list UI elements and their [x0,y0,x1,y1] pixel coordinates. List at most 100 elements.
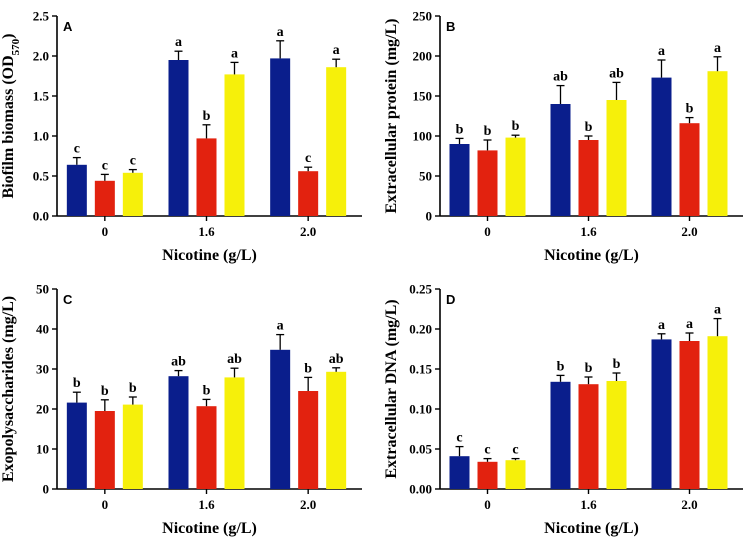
x-tick-label: 0 [102,497,109,512]
x-tick-label: 0 [484,497,491,512]
significance-label: a [714,303,721,318]
bar [196,406,217,489]
y-tick-label: 50 [36,282,49,297]
significance-label: b [613,357,621,372]
y-tick-label: 0.10 [409,402,432,417]
bar [477,150,498,216]
panel-letter: D [446,292,455,307]
x-axis-title: Nicotine (g/L) [162,520,257,537]
significance-label: ab [227,352,242,367]
bar [66,164,87,216]
bar [270,58,291,217]
x-tick-label: 2.0 [300,497,316,512]
y-tick-label: 200 [413,49,433,64]
y-axis-title-subscript: 570 [10,38,22,55]
significance-label: a [658,44,665,59]
significance-label: c [456,431,462,446]
y-tick-label: 150 [413,89,433,104]
y-axis-title: Biofilm biomass (OD570) [0,34,22,199]
bar [270,349,291,489]
panel-letter: C [63,292,73,307]
significance-label: b [101,384,109,399]
x-tick-label: 1.6 [198,497,215,512]
significance-label: c [484,443,490,458]
bar [505,137,526,216]
bar [707,336,728,489]
bar [196,138,217,216]
bar [122,172,143,216]
x-tick-label: 0 [102,224,109,239]
significance-label: b [585,361,593,376]
y-tick-label: 2.0 [33,49,49,64]
bar [606,100,627,216]
significance-label: ab [171,355,186,370]
y-tick-label: 0.05 [409,442,432,457]
bar [326,67,347,216]
significance-label: b [203,383,211,398]
x-tick-label: 2.0 [681,224,697,239]
bar [550,381,571,489]
x-tick-label: 1.6 [198,224,215,239]
significance-label: ab [329,352,344,367]
y-tick-label: 250 [413,9,433,24]
bar [94,411,115,489]
y-tick-label: 0.5 [33,169,50,184]
panel-A: 0.0 0.5 1.0 1.5 2.0 2.5 A 0 c c c 1.6 a b a 2.0 a c a Nicot… [0,9,362,264]
y-tick-label: 50 [419,169,432,184]
panel-letter: A [63,19,73,34]
bar [606,381,627,489]
y-tick-label: 100 [413,129,433,144]
y-tick-label: 0.20 [409,322,432,337]
bar [651,77,672,216]
x-tick-label: 1.6 [580,497,597,512]
y-tick-label: 10 [36,442,49,457]
significance-label: ab [609,66,624,81]
y-tick-label: 0 [43,482,50,497]
x-tick-label: 1.6 [580,224,597,239]
y-tick-label: 30 [36,362,49,377]
y-axis-title: Extracellular protein (mg/L) [383,19,400,214]
y-tick-label: 1.5 [33,89,50,104]
bar [578,140,599,216]
significance-label: b [456,122,464,137]
bar [578,384,599,489]
y-tick-label: 0.00 [409,482,432,497]
significance-label: b [512,119,520,134]
significance-label: b [73,376,81,391]
y-axis-title: Extracellular DNA (mg/L) [383,299,400,478]
significance-label: c [102,158,108,173]
bar [298,171,319,216]
bar [449,144,470,216]
x-tick-label: 0 [484,224,491,239]
significance-label: a [175,35,182,50]
significance-label: a [658,318,665,333]
significance-label: c [130,154,136,169]
significance-label: ab [553,70,568,85]
significance-label: a [277,25,284,40]
bar [168,376,189,489]
significance-label: b [484,124,492,139]
y-axis-title: Exopolysaccharides (mg/L) [0,296,17,482]
significance-label: a [714,41,721,56]
bar [477,461,498,489]
y-axis-title-suffix: ) [0,34,17,39]
bar [449,456,470,489]
x-tick-label: 2.0 [681,497,697,512]
significance-label: a [686,317,693,332]
y-tick-label: 0.15 [409,362,432,377]
panel-D: 0.00 0.05 0.10 0.15 0.20 0.25 D 0 c c c 1.6 b b b 2.0 a a… [383,282,743,537]
bar [122,404,143,489]
y-tick-label: 0.25 [409,282,432,297]
bar [94,180,115,216]
significance-label: b [304,361,312,376]
x-axis-title: Nicotine (g/L) [544,520,639,537]
bar [679,123,700,216]
significance-label: a [277,319,284,334]
significance-label: b [129,381,137,396]
bar [224,74,245,217]
significance-label: c [305,151,311,166]
y-tick-label: 1.0 [33,129,49,144]
bar [326,371,347,489]
